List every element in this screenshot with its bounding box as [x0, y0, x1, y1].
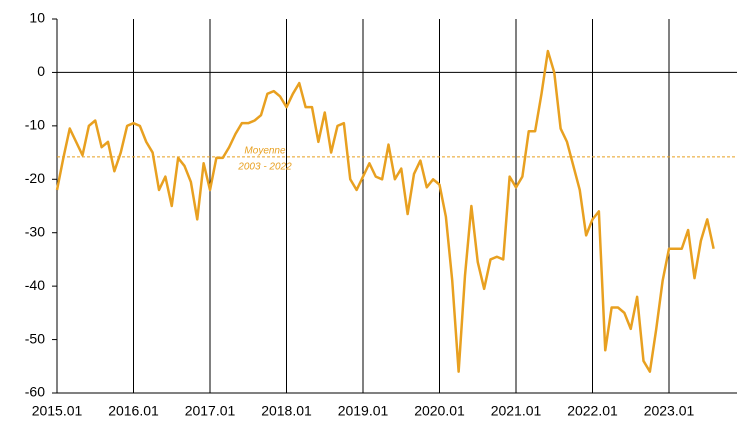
x-tick-label: 2021.01	[491, 403, 542, 419]
x-tick-label: 2019.01	[338, 403, 389, 419]
x-tick-label: 2016.01	[108, 403, 159, 419]
y-tick-label: 10	[29, 10, 45, 26]
y-tick-label: -50	[25, 330, 45, 346]
y-tick-label: -20	[25, 170, 45, 186]
x-tick-label: 2022.01	[567, 403, 618, 419]
x-tick-label: 2017.01	[185, 403, 236, 419]
mean-label: Moyenne	[244, 145, 286, 156]
x-tick-label: 2018.01	[261, 403, 312, 419]
series-line	[55, 49, 715, 373]
x-tick-label: 2023.01	[644, 403, 695, 419]
x-tick-label: 2015.01	[32, 403, 83, 419]
y-tick-label: 0	[37, 63, 45, 79]
x-tick-label: 2020.01	[414, 403, 465, 419]
y-tick-label: -60	[25, 384, 45, 400]
y-tick-label: -10	[25, 117, 45, 133]
mean-label: 2003 - 2022	[237, 161, 292, 172]
y-tick-label: -40	[25, 277, 45, 293]
y-tick-label: -30	[25, 223, 45, 239]
